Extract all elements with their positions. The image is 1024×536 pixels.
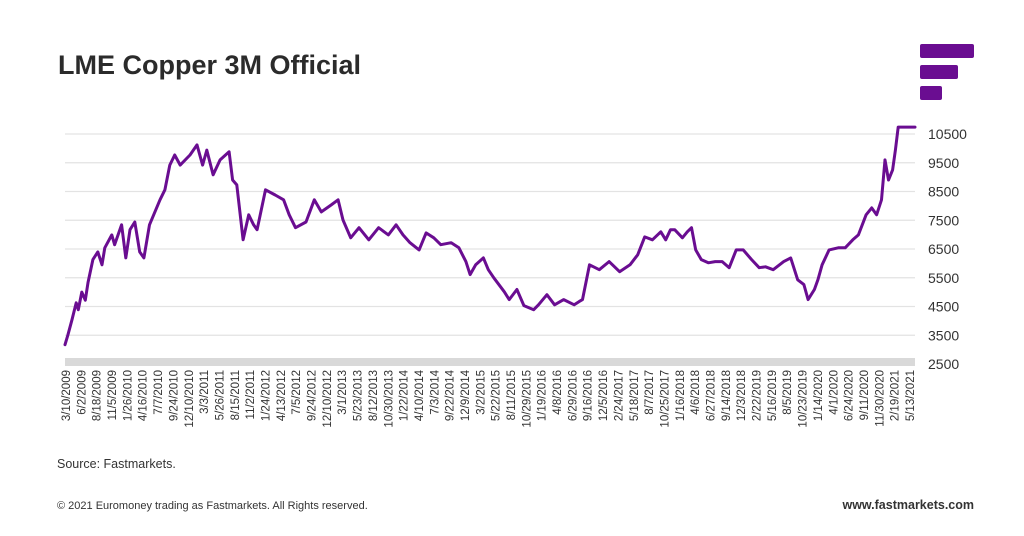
y-tick-label: 5500 <box>928 270 959 286</box>
x-tick-label: 12/5/2016 <box>598 370 610 421</box>
x-tick-label: 5/23/2013 <box>353 370 365 421</box>
logo-bar-bottom <box>920 86 942 100</box>
website-link[interactable]: www.fastmarkets.com <box>842 498 974 512</box>
x-tick-label: 3/2/2015 <box>475 370 487 415</box>
x-tick-label: 1/24/2012 <box>260 370 272 421</box>
x-tick-label: 11/2/2011 <box>245 370 257 419</box>
x-tick-label: 10/30/2013 <box>383 370 395 428</box>
x-tick-label: 9/11/2020 <box>859 370 871 420</box>
x-tick-label: 12/10/2012 <box>322 370 334 428</box>
x-tick-label: 11/30/2020 <box>874 370 886 427</box>
x-axis-band <box>65 358 915 366</box>
x-tick-label: 12/3/2018 <box>736 370 748 421</box>
y-tick-label: 6500 <box>928 241 959 257</box>
y-tick-label: 7500 <box>928 212 959 228</box>
x-tick-label: 12/10/2010 <box>184 370 196 428</box>
gridlines <box>65 133 915 336</box>
x-tick-label: 7/3/2014 <box>429 369 441 414</box>
x-tick-label: 8/5/2019 <box>782 370 794 415</box>
x-tick-label: 4/10/2014 <box>414 369 426 421</box>
x-tick-label: 2/19/2021 <box>890 370 902 421</box>
y-tick-label: 10500 <box>928 126 967 142</box>
x-tick-label: 4/6/2018 <box>690 370 702 415</box>
x-tick-label: 4/8/2016 <box>552 370 564 415</box>
x-tick-label: 8/11/2015 <box>506 370 518 420</box>
x-tick-label: 1/14/2020 <box>813 370 825 421</box>
x-tick-label: 4/16/2010 <box>138 370 150 421</box>
logo-bar-middle <box>920 65 958 79</box>
x-tick-label: 1/19/2016 <box>537 370 549 421</box>
x-tick-label: 9/14/2018 <box>721 370 733 421</box>
y-tick-label: 2500 <box>928 356 959 372</box>
x-tick-label: 8/15/2011 <box>230 370 242 420</box>
x-tick-label: 4/13/2012 <box>276 370 288 421</box>
x-axis-tick-labels: 3/10/2009 6/2/2009 8/18/2009 11/5/2009 1/26/… <box>61 369 917 427</box>
x-tick-label: 11/5/2009 <box>107 370 119 420</box>
x-tick-label: 6/27/2018 <box>706 370 718 421</box>
x-tick-label: 9/24/2012 <box>307 370 319 421</box>
x-tick-label: 5/16/2019 <box>767 370 779 421</box>
x-tick-label: 8/18/2009 <box>92 370 104 421</box>
y-tick-label: 8500 <box>928 184 959 200</box>
x-tick-label: 9/16/2016 <box>583 370 595 421</box>
series-group <box>63 125 917 347</box>
x-tick-label: 1/26/2010 <box>122 370 134 421</box>
copyright-notice: © 2021 Euromoney trading as Fastmarkets.… <box>57 500 368 512</box>
logo-bar-top <box>920 44 974 58</box>
x-tick-label: 8/12/2013 <box>368 370 380 421</box>
x-tick-label: 12/9/2014 <box>460 369 472 421</box>
x-tick-label: 1/22/2014 <box>399 369 411 421</box>
x-tick-label: 2/24/2017 <box>613 370 625 421</box>
x-tick-label: 3/10/2009 <box>61 370 73 421</box>
y-axis-tick-labels: 2500 3500 4500 5500 6500 7500 8500 9500 10500 <box>928 126 967 372</box>
x-tick-label: 7/5/2012 <box>291 370 303 415</box>
x-tick-label: 3/1/2013 <box>337 370 349 415</box>
x-tick-label: 10/23/2019 <box>798 370 810 428</box>
x-tick-label: 3/3/2011 <box>199 370 211 414</box>
x-tick-label: 6/24/2020 <box>844 370 856 421</box>
x-tick-label: 6/2/2009 <box>76 370 88 415</box>
y-tick-label: 9500 <box>928 155 959 171</box>
x-tick-label: 9/24/2010 <box>168 370 180 421</box>
x-tick-label: 2/22/2019 <box>752 370 764 421</box>
x-tick-label: 5/22/2015 <box>491 370 503 421</box>
x-tick-label: 10/29/2015 <box>521 370 533 428</box>
x-tick-label: 10/25/2017 <box>659 370 671 428</box>
x-tick-label: 5/13/2021 <box>905 370 917 421</box>
series-line-lme-copper <box>63 125 917 347</box>
y-tick-label: 3500 <box>928 327 959 343</box>
x-tick-label: 1/16/2018 <box>675 370 687 421</box>
y-tick-label: 4500 <box>928 299 959 315</box>
source-note: Source: Fastmarkets. <box>57 457 176 471</box>
x-tick-label: 7/7/2010 <box>153 370 165 415</box>
x-tick-label: 6/29/2016 <box>567 370 579 421</box>
x-tick-label: 8/7/2017 <box>644 370 656 415</box>
x-tick-label: 5/18/2017 <box>629 370 641 421</box>
x-tick-label: 9/22/2014 <box>445 369 457 421</box>
fastmarkets-logo-icon <box>920 44 976 102</box>
x-tick-label: 4/1/2020 <box>828 370 840 415</box>
chart-title: LME Copper 3M Official <box>58 50 362 80</box>
x-tick-label: 5/26/2011 <box>214 370 226 420</box>
